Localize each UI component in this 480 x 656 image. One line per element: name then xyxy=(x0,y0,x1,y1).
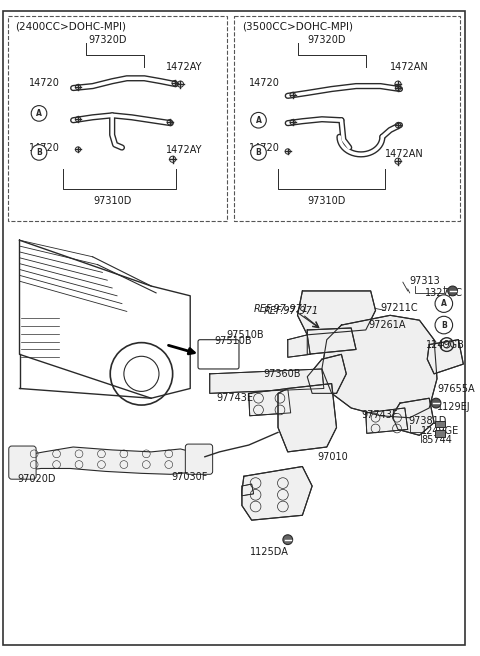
Text: 97360B: 97360B xyxy=(264,369,301,379)
Text: 14720: 14720 xyxy=(249,78,280,89)
Text: 1249GE: 1249GE xyxy=(421,426,460,436)
FancyBboxPatch shape xyxy=(9,446,36,479)
Text: 97510B: 97510B xyxy=(226,330,264,340)
Polygon shape xyxy=(249,388,291,416)
Text: 1249GB: 1249GB xyxy=(426,340,465,350)
Circle shape xyxy=(31,106,47,121)
Text: 97030F: 97030F xyxy=(172,472,208,482)
Bar xyxy=(435,420,445,428)
Circle shape xyxy=(31,144,47,160)
Text: A: A xyxy=(255,115,262,125)
Text: 1472AY: 1472AY xyxy=(166,62,203,72)
Text: 14720: 14720 xyxy=(249,142,280,153)
Text: 97320D: 97320D xyxy=(308,35,346,45)
Polygon shape xyxy=(307,328,356,354)
Text: 97743E: 97743E xyxy=(216,394,253,403)
Text: B: B xyxy=(36,148,42,157)
Polygon shape xyxy=(242,466,312,520)
Bar xyxy=(234,16,460,220)
Text: 97381D: 97381D xyxy=(408,416,447,426)
FancyBboxPatch shape xyxy=(198,340,239,369)
Text: 97310D: 97310D xyxy=(308,196,346,207)
Text: 97020D: 97020D xyxy=(18,474,56,484)
Text: 97211C: 97211C xyxy=(381,302,418,313)
Text: 97655A: 97655A xyxy=(437,384,475,394)
Polygon shape xyxy=(298,291,375,335)
Text: 97320D: 97320D xyxy=(88,35,127,45)
Polygon shape xyxy=(392,398,434,436)
Text: A: A xyxy=(441,299,447,308)
Text: 97010: 97010 xyxy=(317,452,348,462)
Text: 1129EJ: 1129EJ xyxy=(437,402,470,412)
Circle shape xyxy=(283,535,293,544)
Polygon shape xyxy=(242,484,253,496)
FancyBboxPatch shape xyxy=(185,444,213,474)
Polygon shape xyxy=(366,408,408,434)
Bar xyxy=(8,16,227,220)
Polygon shape xyxy=(322,316,437,418)
Polygon shape xyxy=(288,335,310,358)
Text: 97310D: 97310D xyxy=(93,196,132,207)
Polygon shape xyxy=(210,369,324,394)
Text: 14720: 14720 xyxy=(29,142,60,153)
Polygon shape xyxy=(427,340,463,374)
Text: B: B xyxy=(441,321,447,329)
Circle shape xyxy=(251,112,266,128)
Circle shape xyxy=(431,398,441,408)
Text: REF.97-971: REF.97-971 xyxy=(264,306,319,316)
Text: (2400CC>DOHC-MPI): (2400CC>DOHC-MPI) xyxy=(16,22,127,31)
Polygon shape xyxy=(18,447,203,474)
Text: 97261A: 97261A xyxy=(369,320,406,330)
Text: B: B xyxy=(256,148,262,157)
Text: 97313: 97313 xyxy=(410,276,441,286)
Text: 97743F: 97743F xyxy=(361,410,397,420)
Text: 14720: 14720 xyxy=(29,78,60,89)
Text: (3500CC>DOHC-MPI): (3500CC>DOHC-MPI) xyxy=(242,22,353,31)
Text: REF.97-971: REF.97-971 xyxy=(253,304,309,314)
Text: 1125DA: 1125DA xyxy=(250,548,288,558)
Text: 1472AN: 1472AN xyxy=(390,62,429,72)
Text: 1472AN: 1472AN xyxy=(385,150,424,159)
Text: A: A xyxy=(36,109,42,118)
Polygon shape xyxy=(278,384,336,452)
Text: 97510B: 97510B xyxy=(215,336,252,346)
Circle shape xyxy=(448,286,457,296)
Circle shape xyxy=(435,295,453,312)
Bar xyxy=(435,430,445,438)
Text: 1472AY: 1472AY xyxy=(166,144,203,155)
Circle shape xyxy=(251,144,266,160)
Polygon shape xyxy=(307,354,346,394)
Text: 85744: 85744 xyxy=(421,436,452,445)
Text: 1327AC: 1327AC xyxy=(425,288,463,298)
Circle shape xyxy=(435,316,453,334)
